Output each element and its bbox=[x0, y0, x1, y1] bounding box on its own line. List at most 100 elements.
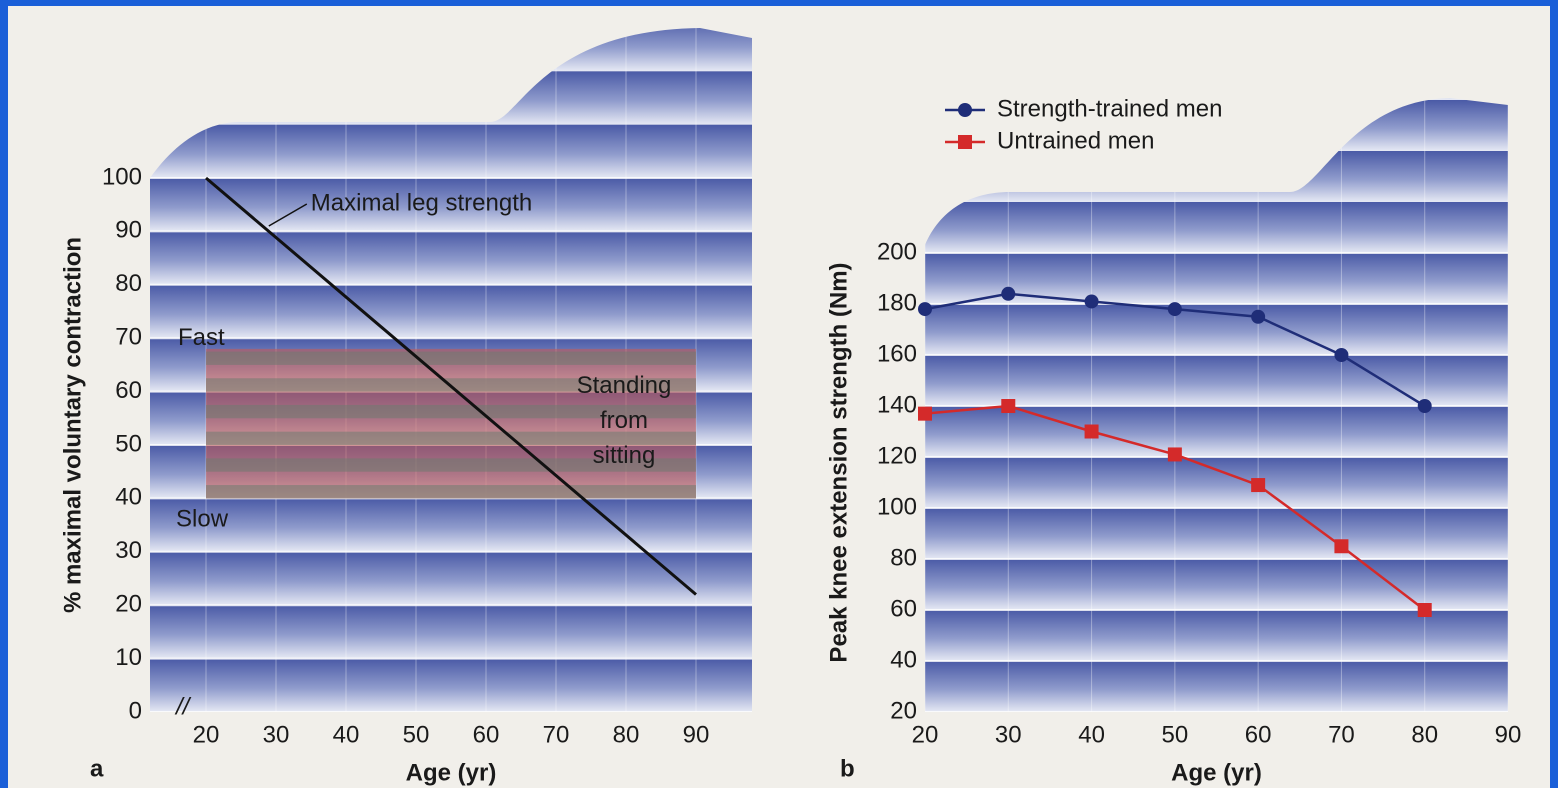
annotation: Maximal leg strength bbox=[311, 189, 532, 216]
stripe bbox=[150, 284, 752, 339]
point bbox=[1001, 399, 1016, 413]
stripe bbox=[925, 98, 1508, 100]
y-tick-label: 120 bbox=[877, 442, 917, 469]
y-tick-label: 60 bbox=[115, 377, 142, 404]
stripe bbox=[925, 610, 1508, 661]
series-line bbox=[205, 176, 697, 596]
point bbox=[1417, 603, 1432, 617]
point bbox=[1001, 286, 1016, 301]
stripe bbox=[925, 559, 1508, 610]
point bbox=[1251, 478, 1266, 493]
y-axis-title: % maximal voluntary contraction bbox=[59, 237, 86, 613]
y-tick-label: 200 bbox=[877, 238, 917, 265]
stripe bbox=[925, 406, 1508, 457]
point bbox=[918, 406, 932, 421]
stripe bbox=[925, 457, 1508, 508]
zone-stripe bbox=[206, 485, 696, 499]
stripe bbox=[150, 6, 752, 18]
y-tick-label: 160 bbox=[877, 340, 917, 367]
zone-bottom-label: Slow bbox=[176, 506, 229, 533]
stripe bbox=[150, 28, 752, 72]
legend-marker bbox=[958, 135, 972, 149]
y-tick-label: 30 bbox=[115, 537, 142, 564]
annotation-leader bbox=[268, 203, 308, 227]
stripe bbox=[925, 6, 1508, 49]
stripe bbox=[150, 124, 752, 178]
zone-label: sitting bbox=[593, 442, 656, 469]
point bbox=[1417, 399, 1432, 413]
point bbox=[1167, 302, 1182, 317]
stripe bbox=[150, 658, 752, 712]
stripe bbox=[150, 498, 752, 552]
y-tick-label: 50 bbox=[115, 430, 142, 457]
x-tick-label: 50 bbox=[403, 721, 430, 748]
y-tick-label: 180 bbox=[877, 289, 917, 316]
stripe bbox=[925, 304, 1508, 355]
y-tick-label: 100 bbox=[877, 493, 917, 520]
zone-stripe bbox=[206, 351, 696, 365]
stripe bbox=[925, 355, 1508, 406]
x-tick-label: 70 bbox=[1328, 721, 1355, 748]
point bbox=[1167, 447, 1182, 462]
y-tick-label: 0 bbox=[129, 697, 142, 724]
stripe bbox=[925, 661, 1508, 712]
x-tick-label: 20 bbox=[193, 721, 220, 748]
x-tick-label: 30 bbox=[995, 721, 1022, 748]
x-tick-label: 40 bbox=[1078, 721, 1105, 748]
y-tick-label: 70 bbox=[115, 324, 142, 351]
x-tick-label: 20 bbox=[912, 721, 939, 748]
panel-label: b bbox=[840, 755, 855, 782]
stripe bbox=[925, 202, 1508, 253]
x-tick-label: 90 bbox=[683, 721, 710, 748]
x-tick-label: 80 bbox=[613, 721, 640, 748]
y-tick-label: 80 bbox=[890, 544, 917, 571]
zone-label: from bbox=[600, 407, 648, 434]
point bbox=[1084, 424, 1099, 439]
y-tick-label: 100 bbox=[102, 163, 142, 190]
x-tick-label: 50 bbox=[1162, 721, 1189, 748]
x-axis-title: Age (yr) bbox=[406, 759, 497, 786]
x-tick-label: 30 bbox=[263, 721, 290, 748]
figure: 0 10 20 30 40 50 60 70 80 90 100 20 30 40 50 60 70 80 90 Ag… bbox=[59, 6, 1522, 786]
y-tick-label: 20 bbox=[890, 697, 917, 724]
y-tick-label: 140 bbox=[877, 391, 917, 418]
legend-label: Untrained men bbox=[997, 127, 1154, 154]
point bbox=[1334, 539, 1349, 554]
y-tick-label: 20 bbox=[115, 591, 142, 618]
stripe bbox=[925, 508, 1508, 559]
stripe bbox=[150, 231, 752, 285]
zone-stripe bbox=[206, 458, 696, 472]
zone-top-label: Fast bbox=[178, 324, 225, 351]
x-tick-label: 70 bbox=[543, 721, 570, 748]
zone-stripe bbox=[206, 431, 696, 445]
stripe bbox=[925, 151, 1508, 202]
zone-label: Standing bbox=[577, 372, 672, 399]
zone-stripe bbox=[206, 404, 696, 419]
point bbox=[918, 302, 932, 317]
axis-break: // bbox=[174, 693, 192, 720]
y-tick-label: 60 bbox=[890, 595, 917, 622]
x-tick-label: 80 bbox=[1411, 721, 1438, 748]
x-axis-title: Age (yr) bbox=[1171, 759, 1262, 786]
page: 0 10 20 30 40 50 60 70 80 90 100 20 30 40 50 60 70 80 90 Ag… bbox=[8, 6, 1550, 788]
legend-label: Strength-trained men bbox=[997, 95, 1222, 122]
y-tick-label: 90 bbox=[115, 217, 142, 244]
point bbox=[1084, 294, 1099, 309]
zone-band bbox=[206, 348, 696, 499]
stripe bbox=[150, 178, 752, 232]
x-tick-label: 40 bbox=[333, 721, 360, 748]
y-tick-label: 10 bbox=[115, 644, 142, 671]
y-tick-label: 80 bbox=[115, 270, 142, 297]
point bbox=[1334, 348, 1349, 362]
y-axis-title: Peak knee extension strength (Nm) bbox=[825, 262, 852, 662]
x-tick-label: 90 bbox=[1495, 721, 1522, 748]
y-tick-label: 40 bbox=[890, 646, 917, 673]
x-tick-label: 60 bbox=[473, 721, 500, 748]
stripe bbox=[150, 551, 752, 606]
panel-label: a bbox=[90, 755, 104, 782]
stripe bbox=[150, 71, 752, 125]
legend-marker bbox=[958, 103, 972, 117]
stripe bbox=[150, 605, 752, 659]
y-tick-label: 40 bbox=[115, 484, 142, 511]
point bbox=[1251, 309, 1266, 324]
